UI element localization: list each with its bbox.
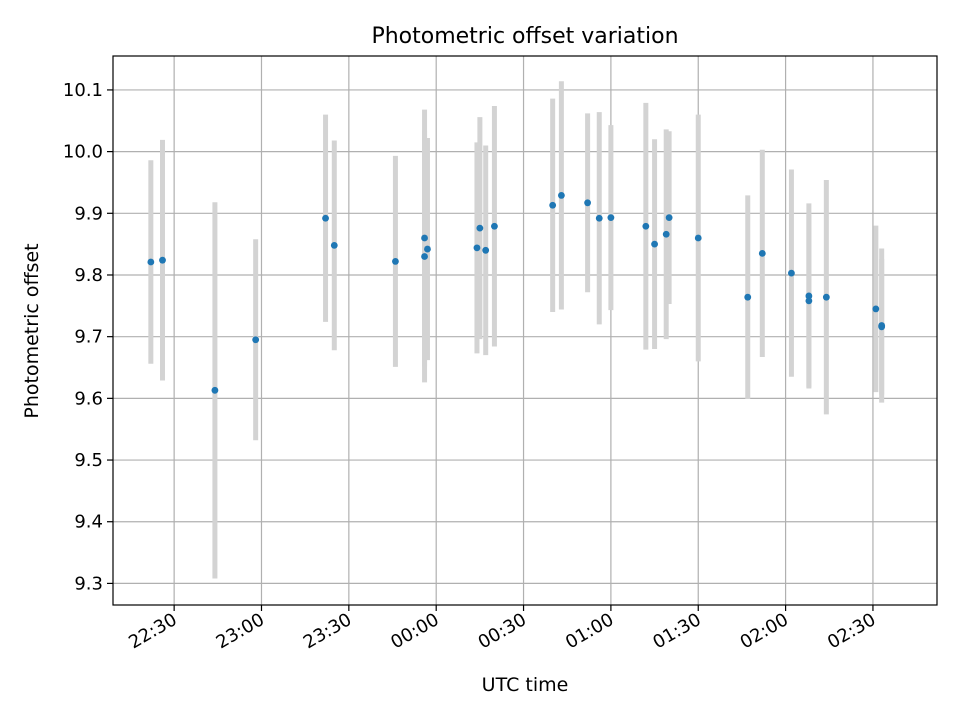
- data-point: [147, 258, 155, 266]
- y-tick-label: 9.3: [74, 573, 103, 594]
- grid: [113, 56, 937, 605]
- data-point: [662, 230, 670, 238]
- plot-frame: [112, 55, 938, 606]
- data-point: [872, 305, 880, 313]
- data-point: [694, 234, 702, 242]
- data-point: [607, 214, 615, 222]
- chart-title: Photometric offset variation: [371, 24, 678, 49]
- y-axis-label: Photometric offset: [21, 243, 43, 418]
- x-axis-label: UTC time: [482, 674, 569, 696]
- data-point: [421, 253, 428, 260]
- data-point: [330, 241, 338, 249]
- data-point: [557, 192, 565, 199]
- data-point: [665, 214, 673, 222]
- data-point: [159, 256, 166, 264]
- data-points: [147, 192, 886, 394]
- data-point: [424, 245, 431, 253]
- plot-area-background: [113, 56, 937, 605]
- data-point: [392, 258, 399, 265]
- data-point: [482, 246, 490, 254]
- data-point: [595, 214, 603, 222]
- data-point: [788, 269, 795, 277]
- data-point: [758, 249, 766, 257]
- data-point: [805, 292, 813, 300]
- data-point: [491, 222, 498, 230]
- y-tick-label: 9.5: [74, 450, 103, 471]
- data-point: [476, 224, 484, 232]
- y-tick-label: 9.4: [74, 512, 103, 533]
- data-point: [584, 199, 592, 207]
- data-point: [211, 386, 219, 394]
- y-tick-label: 9.6: [74, 388, 103, 409]
- y-axis-ticks: 9.3 9.4 9.5 9.6 9.7 9.8 9.9 10.0 10.1: [63, 80, 113, 594]
- data-point: [744, 293, 752, 301]
- y-tick-label: 9.8: [74, 265, 103, 286]
- data-point: [878, 323, 886, 331]
- data-point: [252, 336, 260, 344]
- data-point: [642, 222, 650, 230]
- data-point: [805, 297, 813, 305]
- y-tick-label: 10.1: [63, 80, 103, 101]
- y-tick-label: 9.7: [74, 327, 103, 348]
- data-point: [651, 240, 658, 248]
- data-point: [473, 244, 481, 252]
- y-tick-label: 10.0: [63, 142, 103, 163]
- data-point: [421, 234, 428, 242]
- data-point: [549, 201, 557, 209]
- y-tick-label: 9.9: [74, 203, 103, 224]
- data-point: [322, 214, 329, 222]
- data-point: [822, 293, 830, 301]
